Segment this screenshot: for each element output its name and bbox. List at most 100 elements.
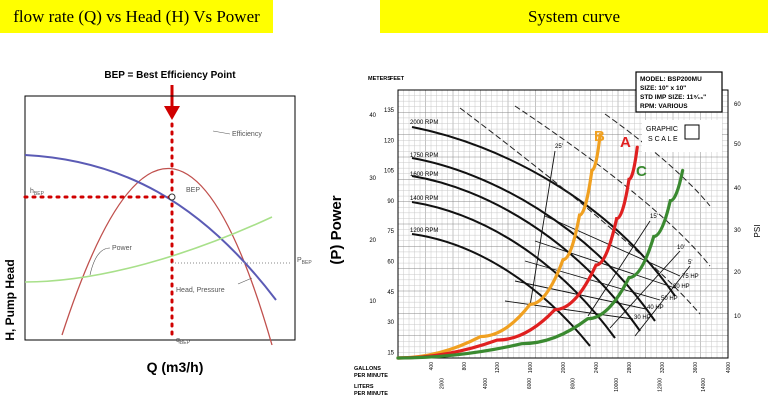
feet-tick-label: 15 — [387, 350, 394, 356]
meters-tick-label: 40 — [369, 113, 376, 119]
rpm-label-1600: 1600 RPM — [410, 172, 438, 178]
hp-lines — [504, 215, 681, 320]
feet-tick-label: 75 — [387, 229, 394, 235]
psi-tick-label: 30 — [734, 228, 741, 234]
suction-label-25: 25' — [555, 144, 563, 150]
gpm-label-2: PER MINUTE — [354, 373, 388, 379]
lpm-tick-label: 6000 — [527, 378, 533, 389]
hp-60-line — [534, 240, 676, 289]
lpm-label-2: PER MINUTE — [354, 391, 388, 397]
rpm-curve-1400 — [411, 201, 616, 339]
power-leader — [89, 247, 111, 276]
rpm-label-1400: 1400 RPM — [410, 196, 438, 202]
curve-label-b: B — [594, 128, 605, 145]
meters-tick-label: 10 — [369, 299, 376, 305]
suction-label-5: 5' — [688, 260, 692, 266]
bep-point — [168, 193, 176, 201]
suction-25-line — [529, 150, 556, 307]
hp-label-75: 75 HP — [682, 274, 699, 280]
gpm-tick-label: 1600 — [528, 362, 534, 373]
meters-tick-label: 20 — [369, 238, 376, 244]
lpm-tick-label: 2000 — [440, 378, 446, 389]
info-size: SIZE: 10" x 10" — [640, 85, 686, 92]
plot-frame — [397, 89, 729, 359]
system-curve-a — [396, 145, 639, 360]
bep-arrow-head — [164, 106, 180, 120]
feet-tick-label: 135 — [384, 108, 395, 114]
hp-label-40: 40 HP — [647, 305, 664, 311]
plot-frame — [24, 95, 296, 341]
hp-label-60: 60 HP — [673, 284, 690, 290]
head-curve — [24, 154, 277, 301]
rpm-label-2000: 2000 RPM — [410, 120, 438, 126]
hp-label-50: 50 HP — [661, 296, 678, 302]
graphic-scale-square — [684, 124, 700, 140]
q-bep-label: qBEP — [176, 337, 191, 346]
feet-tick-label: 30 — [387, 320, 394, 326]
meters-header: METERS — [368, 76, 391, 82]
lpm-tick-label: 4000 — [483, 378, 489, 389]
curve-label-c: C — [636, 163, 647, 180]
suction-5-line — [634, 265, 691, 337]
suction-lines — [529, 150, 691, 337]
psi-tick-label: 20 — [734, 270, 741, 276]
rpm-label-1200: 1200 RPM — [410, 228, 438, 234]
rpm-curve-1200 — [411, 233, 591, 347]
graphic-scale-line2: S C A L E — [648, 136, 678, 143]
psi-tick-label: 60 — [734, 102, 741, 108]
lpm-tick-label: 12000 — [658, 378, 664, 392]
info-box — [635, 71, 723, 113]
feet-tick-label: 60 — [387, 260, 394, 266]
efficiency-label: Efficiency — [232, 131, 262, 138]
rpm-label-1750: 1750 RPM — [410, 153, 438, 159]
hp-30-line — [504, 300, 634, 320]
gpm-tick-label: 2000 — [561, 362, 567, 373]
power-axis-title-text: (P) Power — [328, 195, 345, 264]
head-leader — [237, 277, 253, 285]
gpm-tick-label: 800 — [462, 362, 468, 371]
psi-axis-label: PSI — [753, 225, 762, 238]
efficiency-leader — [212, 130, 231, 135]
x-axis-title: Q (m3/h) — [147, 359, 204, 375]
dashed-line-1 — [459, 107, 701, 315]
system-curve-b — [396, 133, 602, 360]
p-bep-label: PBEP — [297, 257, 312, 266]
feet-tick-label: 45 — [387, 290, 394, 296]
bep-label: BEP — [186, 187, 200, 194]
hp-75-line — [544, 215, 681, 277]
system-curves — [396, 133, 685, 360]
feet-header: FEET — [390, 76, 405, 82]
pump-performance-chart: BEP = Best Efficiency Point Efficiency B… — [3, 70, 312, 375]
dashed-line-3 — [604, 113, 711, 207]
gpm-tick-label: 2800 — [627, 362, 633, 373]
h-bep-label: hBEP — [30, 188, 45, 197]
gpm-tick-label: 3200 — [660, 362, 666, 373]
right-banner-title: System curve — [380, 0, 768, 33]
lpm-label-1: LITERS — [354, 384, 374, 390]
system-curve-chart: METERS FEET 1351201059075604530154030201… — [354, 71, 762, 397]
rpm-curves — [411, 126, 676, 347]
rpm-curve-1750 — [411, 157, 656, 322]
lpm-tick-label: 8000 — [570, 378, 576, 389]
feet-tick-label: 90 — [387, 199, 394, 205]
left-banner-title: flow rate (Q) vs Head (H) Vs Power — [0, 0, 273, 33]
graphic-scale-box — [642, 120, 722, 152]
psi-tick-label: 10 — [734, 314, 741, 320]
meters-tick-label: 30 — [369, 176, 376, 182]
graphic-scale-line1: GRAPHIC — [646, 126, 678, 133]
power-axis-title-holder: (P) Power — [328, 195, 345, 264]
info-rpm: RPM: VARIOUS — [640, 103, 688, 110]
curve-label-a: A — [620, 134, 631, 151]
power-curve — [24, 216, 273, 283]
head-pressure-label: Head, Pressure — [176, 287, 225, 294]
system-curve-c — [396, 168, 685, 360]
power-label: Power — [112, 245, 133, 252]
rpm-curve-1600 — [411, 175, 641, 332]
hp-label-30: 30 HP — [634, 315, 651, 321]
gpm-label-1: GALLONS — [354, 366, 381, 372]
axis-ticks: 135 120 105 90 75 60 45 30 15 40 30 20 10 60 50 40 30 20 1… — [369, 102, 741, 392]
suction-15-line — [587, 220, 651, 317]
suction-10-line — [609, 250, 681, 329]
gpm-tick-label: 400 — [429, 362, 435, 371]
hp-40-line — [514, 280, 647, 310]
